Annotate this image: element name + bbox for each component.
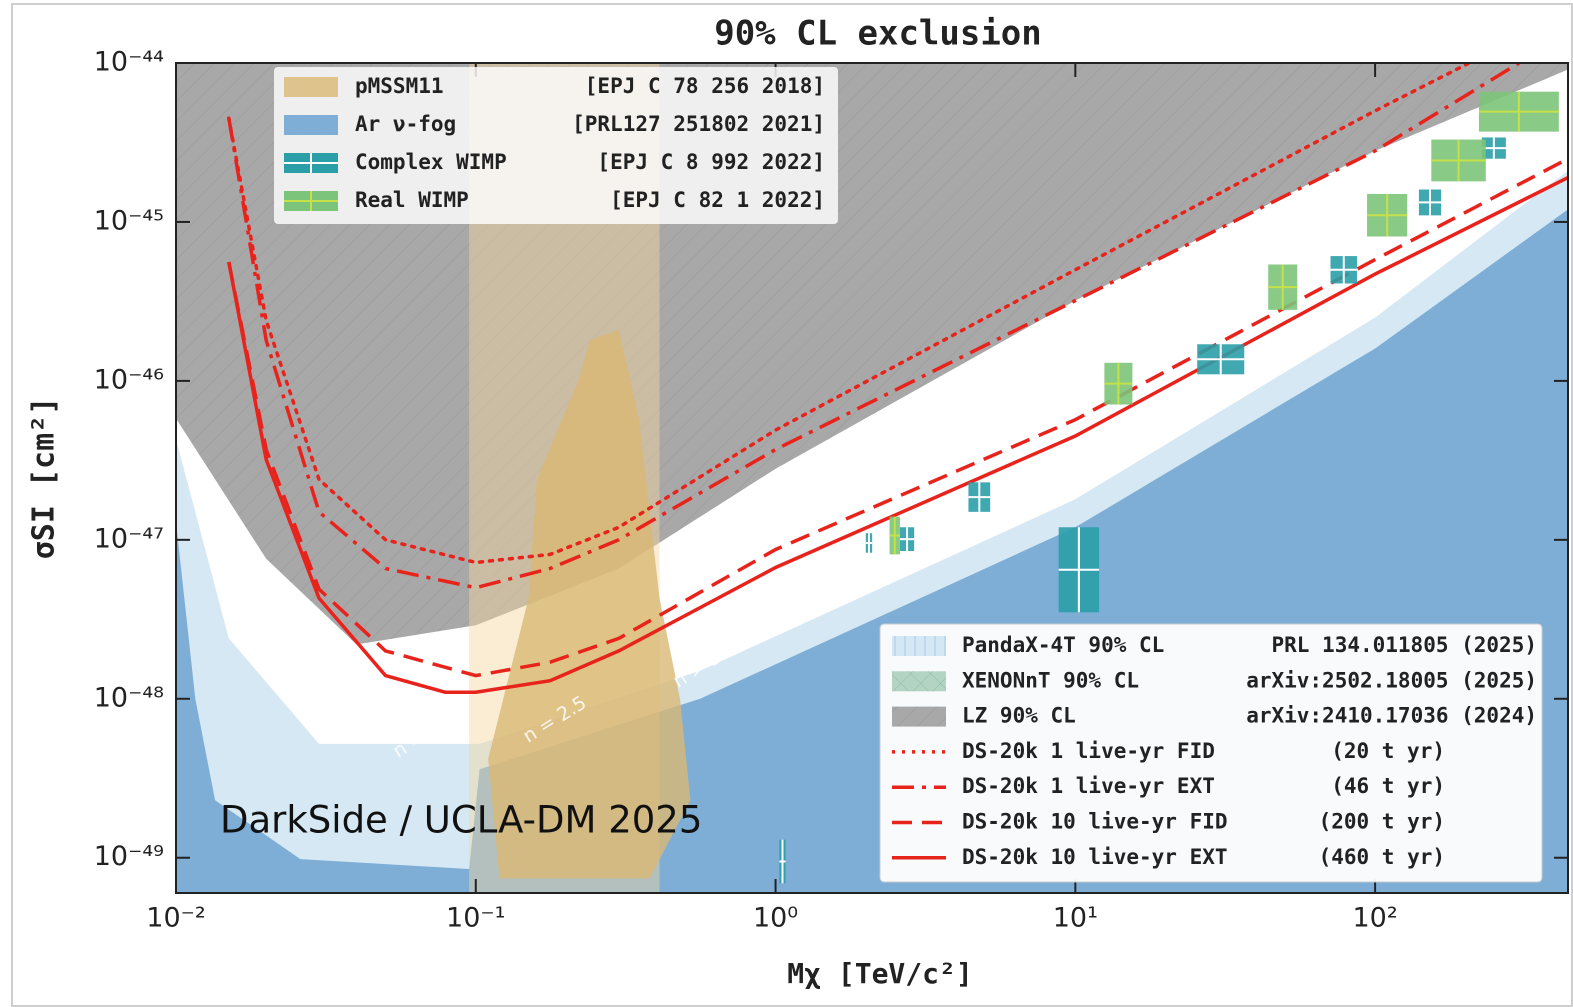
y-axis-label: σSI [cm²]	[27, 397, 62, 560]
legend-label: LZ 90% CL	[962, 704, 1076, 728]
series-line	[227, 63, 1520, 590]
y-tick-label: 10⁻⁴⁷	[94, 523, 164, 554]
legend-swatch	[284, 115, 338, 135]
legend-label: DS-20k 10 live-yr FID	[962, 810, 1228, 834]
legend-swatch-hatch	[892, 706, 946, 727]
y-tick-label: 10⁻⁴⁹	[94, 841, 164, 872]
legend-label: DS-20k 10 live-yr EXT	[962, 845, 1228, 869]
legend-ref: (46 t yr)	[1331, 774, 1445, 798]
legend-ref: PRL 134.011805 (2025)	[1271, 633, 1537, 657]
x-axis-label: Mχ [TeV/c²]	[787, 957, 972, 990]
legend-label: DS-20k 1 live-yr EXT	[962, 774, 1215, 798]
x-tick-label: 10⁻²	[146, 903, 205, 934]
legend-ref: (200 t yr)	[1319, 810, 1445, 834]
legend-swatch-hatch	[892, 636, 946, 656]
series-line	[227, 157, 1568, 678]
legend-ref: [EPJ C 78 256 2018]	[585, 74, 825, 98]
series-line	[227, 176, 1568, 694]
legend-label: pMSSM11	[355, 74, 444, 98]
legend-ref: (460 t yr)	[1319, 845, 1445, 869]
legend-label: DS-20k 1 live-yr FID	[962, 739, 1215, 763]
legend-ref: arXiv:2502.18005 (2025)	[1246, 668, 1537, 692]
y-tick-label: 10⁻⁴⁶	[94, 364, 164, 395]
legend-ref: [PRL127 251802 2021]	[572, 112, 825, 136]
series-line	[227, 63, 1471, 565]
y-tick-label: 10⁻⁴⁸	[94, 682, 164, 713]
y-tick-label: 10⁻⁴⁵	[94, 205, 164, 236]
x-tick-label: 10¹	[1053, 903, 1098, 934]
legend-label: PandaX-4T 90% CL	[962, 633, 1164, 657]
chart-title: 90% CL exclusion	[714, 14, 1042, 54]
legend-label: XENONnT 90% CL	[962, 668, 1139, 692]
x-tick-label: 10²	[1353, 903, 1398, 934]
y-tick-label: 10⁻⁴⁴	[94, 47, 164, 78]
x-tick-label: 10⁻¹	[446, 903, 505, 934]
legend-ref: [EPJ C 8 992 2022]	[597, 150, 825, 174]
legend-ref: (20 t yr)	[1331, 739, 1445, 763]
legend-ref: [EPJ C 82 1 2022]	[610, 188, 825, 212]
x-tick-label: 10⁰	[753, 903, 798, 934]
legend-label: Complex WIMP	[355, 150, 507, 174]
legend-ref: arXiv:2410.17036 (2024)	[1246, 704, 1537, 728]
annotation: DarkSide / UCLA-DM 2025	[220, 799, 702, 842]
legend-box	[879, 623, 1543, 883]
legend-label: Real WIMP	[355, 188, 469, 212]
legend-label: Ar ν-fog	[355, 112, 456, 136]
legend-swatch-hatch	[892, 671, 946, 692]
legend-swatch	[284, 77, 338, 97]
legend-box	[274, 67, 838, 224]
axes-frame	[175, 62, 1569, 894]
region	[488, 329, 691, 879]
